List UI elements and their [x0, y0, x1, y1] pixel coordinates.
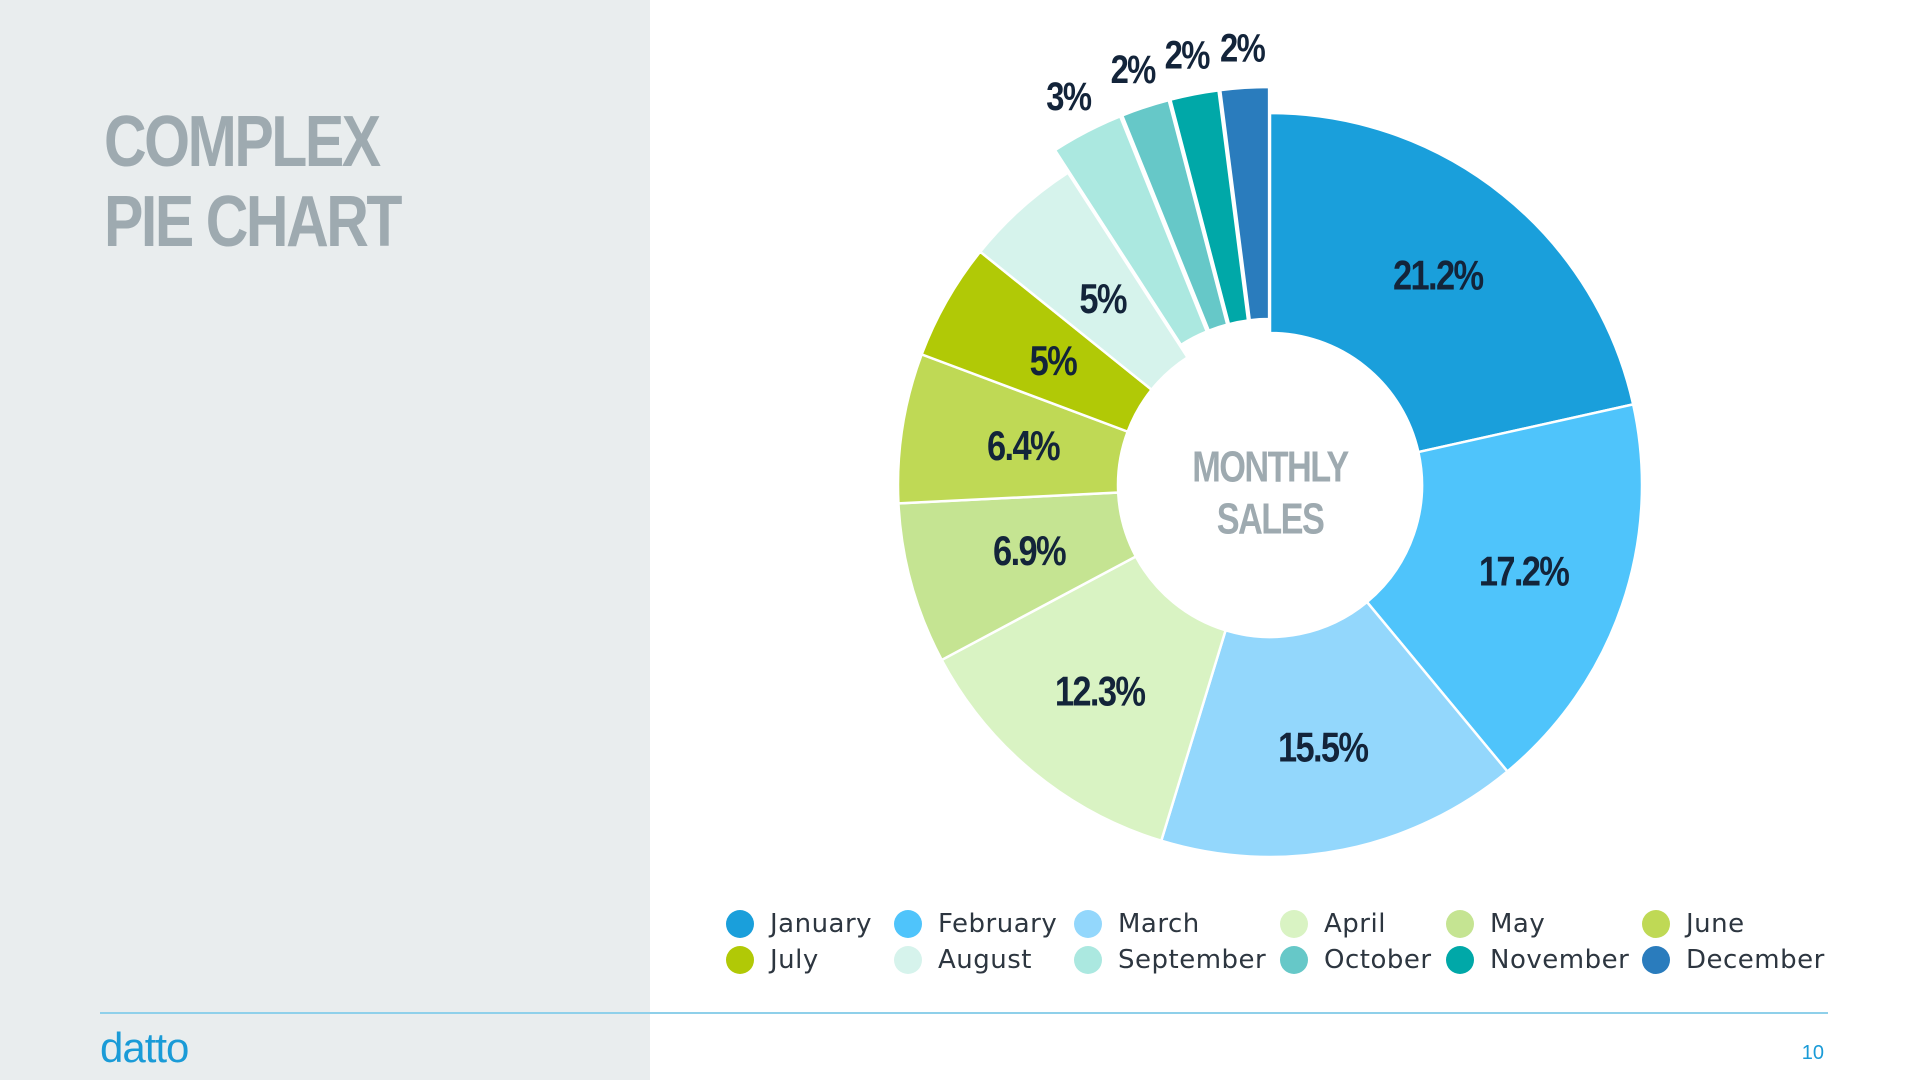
legend-item-july: July: [726, 942, 819, 978]
pie-slice-december: [1218, 85, 1271, 322]
slice-label-august: 5%: [1079, 276, 1127, 323]
page-number: 10: [1801, 1042, 1824, 1064]
legend-label-october: October: [1324, 945, 1432, 975]
slice-label-july: 5%: [1030, 338, 1078, 385]
legend-swatch-march: [1074, 910, 1102, 938]
legend-label-march: March: [1118, 909, 1200, 939]
legend-swatch-april: [1280, 910, 1308, 938]
legend-label-may: May: [1490, 909, 1546, 939]
legend-swatch-may: [1446, 910, 1474, 938]
pie-slice-august: [978, 170, 1190, 392]
legend-item-september: September: [1074, 942, 1266, 978]
legend-label-august: August: [938, 945, 1032, 975]
slide-title-line-1: COMPLEX: [104, 102, 381, 182]
slice-label-february: 17.2%: [1479, 548, 1570, 595]
slide-title-line-2: PIE CHART: [104, 182, 403, 262]
legend-item-august: August: [894, 942, 1032, 978]
legend-item-december: December: [1642, 942, 1825, 978]
legend-swatch-september: [1074, 946, 1102, 974]
pie-slice-february: [1365, 402, 1644, 774]
legend-item-january: January: [726, 906, 872, 942]
slice-label-january: 21.2%: [1393, 252, 1484, 299]
legend-label-june: June: [1686, 909, 1745, 939]
legend-item-may: May: [1446, 906, 1545, 942]
legend-item-june: June: [1642, 906, 1745, 942]
datto-logo: datto: [100, 1024, 189, 1071]
legend-swatch-december: [1642, 946, 1670, 974]
footer-divider: [100, 1012, 1828, 1014]
legend-swatch-november: [1446, 946, 1474, 974]
slice-label-september: 3%: [1046, 74, 1091, 119]
left-panel: [0, 0, 650, 1080]
slice-label-april: 12.3%: [1055, 668, 1146, 715]
legend-label-february: February: [938, 909, 1058, 939]
legend-label-january: January: [770, 909, 873, 939]
pie-slice-november: [1168, 88, 1250, 326]
chart-center-label-line-1: MONTHLY: [1192, 442, 1349, 491]
pie-slice-january: [1268, 111, 1635, 454]
legend-item-november: November: [1446, 942, 1629, 978]
slice-label-october: 2%: [1111, 47, 1156, 92]
legend-label-november: November: [1490, 945, 1630, 975]
pie-slice-april: [940, 554, 1228, 843]
legend-label-april: April: [1324, 909, 1386, 939]
pie-slice-september: [1053, 114, 1209, 347]
legend-swatch-july: [726, 946, 754, 974]
pie-slice-october: [1120, 98, 1229, 333]
legend-label-july: July: [770, 945, 819, 975]
slide-title: COMPLEX PIE CHART: [104, 102, 498, 262]
legend-swatch-january: [726, 910, 754, 938]
slice-label-june: 6.4%: [987, 423, 1060, 470]
slice-label-november: 2%: [1165, 33, 1210, 78]
legend-item-april: April: [1280, 906, 1386, 942]
legend-item-march: March: [1074, 906, 1200, 942]
legend-swatch-february: [894, 910, 922, 938]
pie-slice-march: [1159, 600, 1510, 859]
slice-label-march: 15.5%: [1278, 724, 1369, 771]
legend-item-october: October: [1280, 942, 1432, 978]
legend-swatch-october: [1280, 946, 1308, 974]
slice-label-december: 2%: [1220, 25, 1265, 70]
chart-legend: January February March April May June July Augu…: [726, 906, 1826, 978]
legend-label-december: December: [1686, 945, 1825, 975]
legend-swatch-june: [1642, 910, 1670, 938]
legend-swatch-august: [894, 946, 922, 974]
legend-item-february: February: [894, 906, 1057, 942]
legend-label-september: September: [1118, 945, 1267, 975]
chart-center-label-line-2: SALES: [1217, 494, 1324, 543]
slice-label-may: 6.9%: [993, 528, 1066, 575]
